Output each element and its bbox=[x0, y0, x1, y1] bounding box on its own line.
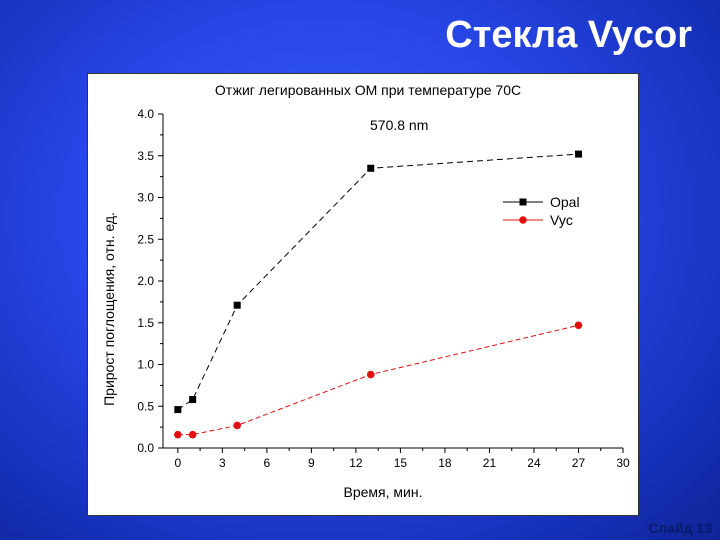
y-tick-label: 1.5 bbox=[137, 316, 154, 330]
y-axis-label: Прирост поглощения, отн. ед. bbox=[101, 212, 117, 406]
x-tick-label: 6 bbox=[264, 456, 271, 470]
data-point-vyc bbox=[188, 430, 197, 439]
x-tick-label: 9 bbox=[308, 456, 315, 470]
x-tick-label: 24 bbox=[527, 456, 541, 470]
data-point-vyc bbox=[174, 430, 182, 439]
data-point-opal bbox=[189, 396, 197, 404]
chart-annotation: 570.8 nm bbox=[370, 117, 428, 133]
x-tick-label: 21 bbox=[483, 456, 497, 470]
data-point-opal bbox=[367, 164, 375, 172]
y-tick-label: 1.0 bbox=[137, 358, 154, 372]
y-tick-label: 2.0 bbox=[137, 274, 154, 288]
x-tick-label: 15 bbox=[394, 456, 408, 470]
y-tick-label: 2.5 bbox=[137, 232, 154, 246]
legend-marker-opal bbox=[519, 198, 527, 206]
x-tick-label: 3 bbox=[219, 456, 226, 470]
x-axis-label: Время, мин. bbox=[344, 484, 423, 500]
plot-area bbox=[174, 150, 583, 439]
y-tick-label: 0.0 bbox=[137, 441, 154, 455]
y-tick-label: 3.0 bbox=[137, 191, 154, 205]
slide-number: Слайд 13 bbox=[648, 520, 712, 536]
series-line-opal bbox=[177, 153, 579, 411]
y-tick-label: 4.0 bbox=[137, 107, 154, 121]
x-tick-label: 30 bbox=[616, 456, 630, 470]
series-line-vyc bbox=[177, 324, 579, 436]
chart-svg: Отжиг легированных ОМ при температуре 70… bbox=[101, 82, 630, 500]
legend-label-vyc: Vyc bbox=[550, 212, 573, 228]
legend-label-opal: Opal bbox=[550, 194, 580, 210]
legend-marker-vyc bbox=[519, 216, 527, 224]
chart-frame: Отжиг легированных ОМ при температуре 70… bbox=[87, 73, 639, 516]
data-point-opal bbox=[233, 301, 241, 309]
chart-title: Отжиг легированных ОМ при температуре 70… bbox=[215, 82, 521, 98]
data-point-vyc bbox=[366, 370, 375, 379]
x-tick-label: 12 bbox=[349, 456, 363, 470]
data-point-vyc bbox=[233, 421, 241, 430]
data-point-vyc bbox=[574, 321, 583, 330]
x-tick-label: 27 bbox=[572, 456, 586, 470]
y-tick-label: 0.5 bbox=[137, 399, 154, 413]
data-point-opal bbox=[174, 406, 182, 414]
y-tick-label: 3.5 bbox=[137, 149, 154, 163]
x-tick-label: 0 bbox=[174, 456, 181, 470]
x-tick-label: 18 bbox=[438, 456, 452, 470]
slide-title: Стекла Vycor bbox=[445, 14, 692, 56]
data-point-opal bbox=[574, 150, 582, 158]
legend: Opal Vyc bbox=[503, 194, 580, 228]
axes: 0 3 6 9 12 15 18 21 24 27 30 0.0 0.5 1.0 1.5 2.0 2.5 3.0 3… bbox=[137, 107, 630, 470]
